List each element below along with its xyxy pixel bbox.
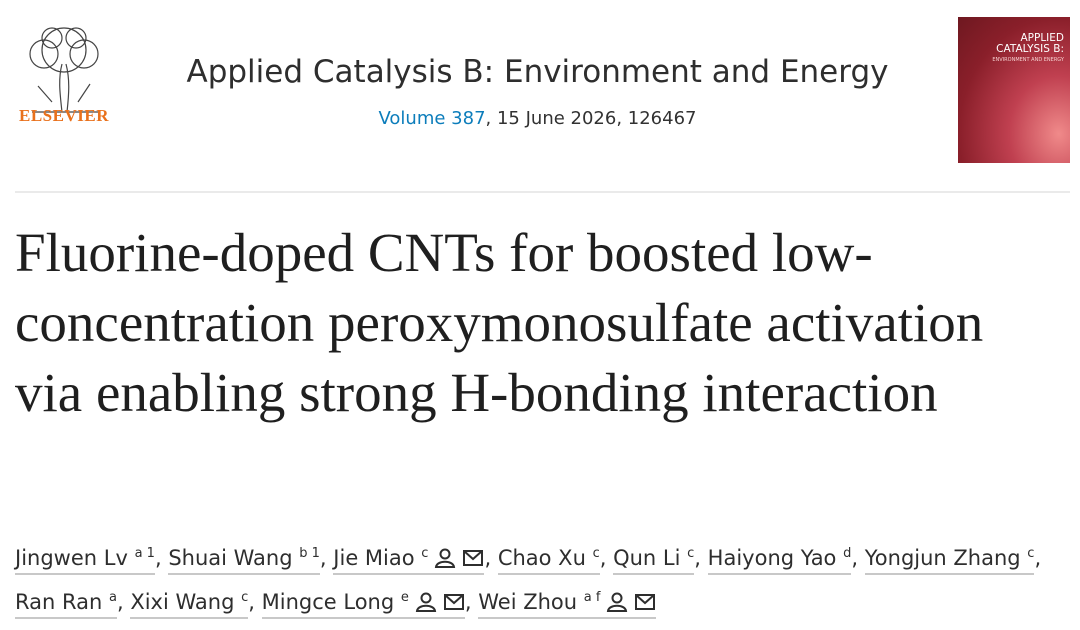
mail-icon[interactable]	[462, 548, 484, 568]
separator: ,	[154, 546, 162, 570]
author[interactable]: Shuai Wang b 1	[168, 546, 320, 575]
author[interactable]: Jie Miao c	[333, 546, 485, 575]
author[interactable]: Chao Xu c	[497, 546, 600, 575]
affiliation[interactable]: d	[843, 546, 852, 561]
author[interactable]: Qun Li c	[613, 546, 695, 575]
author-name[interactable]: Mingce Long	[261, 590, 395, 614]
mail-icon[interactable]	[443, 592, 465, 612]
publisher-logo	[29, 27, 99, 113]
separator: ,	[851, 546, 859, 570]
author-name[interactable]: Yongjun Zhang	[864, 546, 1021, 570]
separator: ,	[319, 546, 327, 570]
author-name[interactable]: Shuai Wang	[168, 546, 293, 570]
mail-icon[interactable]	[634, 592, 656, 612]
cover-subtitle: ENVIRONMENT AND ENERGY	[992, 57, 1064, 63]
divider	[15, 191, 1070, 193]
separator: ,	[116, 590, 124, 614]
separator: ,	[599, 546, 607, 570]
journal-title[interactable]: Applied Catalysis B: Environment and Ene…	[186, 54, 889, 90]
author-name[interactable]: Chao Xu	[497, 546, 586, 570]
author[interactable]: Ran Ran a	[15, 590, 117, 619]
author-name[interactable]: Haiyong Yao	[707, 546, 837, 570]
affiliation[interactable]: a	[108, 590, 117, 605]
separator: ,	[1034, 546, 1042, 570]
separator: ,	[464, 590, 472, 614]
article-title: Fluorine-doped CNTs for boosted low-conc…	[15, 222, 984, 423]
affiliation[interactable]: a f	[583, 590, 601, 605]
affiliation[interactable]: e	[400, 590, 409, 605]
publisher-name: ELSEVIER	[19, 106, 109, 125]
author[interactable]: Xixi Wang c	[130, 590, 249, 619]
author-list: Jingwen Lv a 1, Shuai Wang b 1, Jie Miao…	[15, 534, 1065, 622]
author-name[interactable]: Wei Zhou	[478, 590, 578, 614]
affiliation[interactable]: c	[687, 546, 695, 561]
author-name[interactable]: Qun Li	[613, 546, 681, 570]
author[interactable]: Wei Zhou a f	[478, 590, 657, 619]
affiliation[interactable]: c	[241, 590, 249, 605]
affiliation[interactable]: c	[421, 546, 429, 561]
person-icon[interactable]	[606, 592, 628, 612]
issue-info: , 15 June 2026, 126467	[485, 108, 697, 129]
author-name[interactable]: Jingwen Lv	[15, 546, 128, 570]
affiliation[interactable]: b 1	[299, 546, 320, 561]
cover-title: APPLIED CATALYSIS B:	[996, 32, 1064, 55]
separator: ,	[248, 590, 255, 614]
journal-cover[interactable]: APPLIED CATALYSIS B: ENVIRONMENT AND ENE…	[958, 17, 1070, 163]
separator: ,	[694, 546, 701, 570]
volume-link[interactable]: Volume 387	[378, 108, 486, 129]
affiliation[interactable]: a 1	[134, 546, 155, 561]
person-icon[interactable]	[415, 592, 437, 612]
author[interactable]: Yongjun Zhang c	[864, 546, 1035, 575]
person-icon[interactable]	[434, 548, 456, 568]
author[interactable]: Jingwen Lv a 1	[15, 546, 155, 575]
volume-line: Volume 387, 15 June 2026, 126467	[120, 108, 955, 129]
author-name[interactable]: Xixi Wang	[130, 590, 235, 614]
author[interactable]: Mingce Long e	[261, 590, 465, 619]
author-name[interactable]: Ran Ran	[15, 590, 103, 614]
affiliation[interactable]: c	[1027, 546, 1035, 561]
author[interactable]: Haiyong Yao d	[707, 546, 852, 575]
separator: ,	[484, 546, 492, 570]
affiliation[interactable]: c	[592, 546, 600, 561]
author-name[interactable]: Jie Miao	[333, 546, 415, 570]
